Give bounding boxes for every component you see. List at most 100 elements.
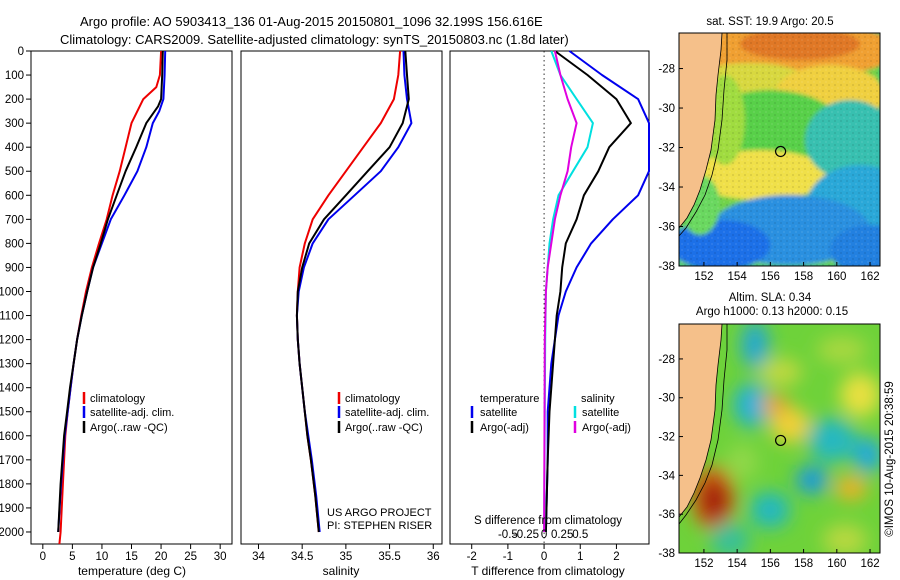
lat-tick-label: -32 <box>658 143 675 155</box>
sst-map-axes: 152 154 156 158 160 162 -28 -30 -32 -34 -36 -38 <box>658 64 879 283</box>
depth-tick-label: 1800 <box>0 479 24 491</box>
sla-land <box>679 324 723 518</box>
x-tick-label: 5 <box>69 551 75 563</box>
depth-tick-label: 1200 <box>0 335 24 347</box>
legend-label-argo: Argo(..raw -QC) <box>345 422 423 434</box>
sla-map-title: Altim. SLA: 0.34 <box>729 292 812 304</box>
sla-map: Altim. SLA: 0.34 Argo h1000: 0.13 h2000:… <box>658 292 881 570</box>
lat-tick-label: -34 <box>658 182 675 194</box>
lon-tick-label: 152 <box>694 271 713 283</box>
lon-tick-label: 158 <box>794 271 813 283</box>
temperature-xlabel: temperature (deg C) <box>78 564 186 578</box>
series-line-3 <box>543 50 578 533</box>
lon-tick-label: 162 <box>860 558 879 570</box>
x-tick-label: -2 <box>467 551 477 563</box>
s-tick-label: 0.25 <box>551 529 573 541</box>
sst-depth-contour <box>679 33 728 237</box>
s-tick-label: -0.5 <box>498 529 518 541</box>
lon-tick-label: 154 <box>728 271 748 283</box>
lat-tick-label: -28 <box>658 354 675 366</box>
argo-float-marker <box>774 145 787 158</box>
salinity-series <box>295 50 413 533</box>
lon-tick-label: 156 <box>761 558 780 570</box>
salinity-legend: climatology satellite-adj. clim. Argo(..… <box>337 392 429 434</box>
x-tick-label: 20 <box>155 551 168 563</box>
depth-tick-label: 600 <box>5 190 24 202</box>
depth-tick-label: 1100 <box>0 311 24 323</box>
depth-tick-label: 400 <box>5 142 24 154</box>
legend-label-s-satellite: satellite <box>582 407 619 419</box>
lon-tick-label: 160 <box>827 558 846 570</box>
sst-land <box>679 33 723 229</box>
temperature-series <box>57 50 167 545</box>
x-tick-label: 35.5 <box>378 551 400 563</box>
x-tick-label: 10 <box>96 551 109 563</box>
depth-tick-label: 1400 <box>0 383 24 395</box>
lon-tick-label: 154 <box>728 558 748 570</box>
sst-field <box>679 33 880 266</box>
x-tick-label: -1 <box>503 551 513 563</box>
depth-tick-label: 700 <box>5 214 24 226</box>
depth-tick-label: 0 <box>18 46 24 58</box>
x-tick-label: 0 <box>40 551 46 563</box>
s-difference-label: S difference from climatology <box>474 515 622 527</box>
depth-tick-label: 1700 <box>0 455 24 467</box>
legend-header-temperature: temperature <box>480 393 539 405</box>
x-tick-label: 34 <box>252 551 265 563</box>
depth-tick-label: 900 <box>5 262 24 274</box>
x-tick-label: 0 <box>541 551 547 563</box>
legend-label-satellite: satellite-adj. clim. <box>90 407 174 419</box>
lon-tick-label: 162 <box>860 271 879 283</box>
lon-tick-label: 160 <box>827 271 846 283</box>
salinity-axes-frame <box>240 50 443 545</box>
difference-legend: temperature satellite Argo(-adj) salinit… <box>470 393 631 434</box>
sla-field <box>679 324 880 553</box>
sst-map: sat. SST: 19.9 Argo: 20.5 <box>658 16 881 283</box>
lat-tick-label: -38 <box>658 261 675 273</box>
lat-tick-label: -38 <box>658 548 675 560</box>
legend-label-t-argo: Argo(-adj) <box>480 422 529 434</box>
lon-tick-label: 152 <box>694 558 713 570</box>
depth-axis: 0 100 200 300 400 500 600 700 800 900 1000 1100 1200… <box>0 46 31 539</box>
x-tick-label: 35 <box>339 551 352 563</box>
lat-tick-label: -28 <box>658 64 675 76</box>
s-tick-label: -0.25 <box>513 529 539 541</box>
sla-map-subtitle: Argo h1000: 0.13 h2000: 0.15 <box>696 306 848 318</box>
legend-label-s-argo: Argo(-adj) <box>582 422 631 434</box>
s-tick-label: 0 <box>541 529 547 541</box>
depth-tick-label: 1500 <box>0 407 24 419</box>
difference-series <box>543 50 650 533</box>
lat-tick-label: -30 <box>658 393 675 405</box>
temperature-legend: climatology satellite-adj. clim. Argo(..… <box>82 392 174 434</box>
depth-tick-label: 1900 <box>0 503 24 515</box>
s-difference-ticks: -0.5-0.25 0 0.250.5 <box>498 529 588 541</box>
credit-project: US ARGO PROJECT <box>327 507 432 519</box>
lat-tick-label: -32 <box>658 432 675 444</box>
argo-float-marker <box>774 434 787 447</box>
difference-x-axis: -2 -1 0 1 2 <box>467 544 620 563</box>
salinity-panel: 34 34.5 35 35.5 36 climatology satellite-adj… <box>240 50 443 578</box>
series-line-1 <box>544 50 632 533</box>
difference-axes-frame <box>449 50 650 545</box>
depth-tick-label: 1300 <box>0 359 24 371</box>
temperature-panel: 0100200300400500600700800900100011001200… <box>0 46 233 578</box>
depth-tick-label: 2000 <box>0 527 24 539</box>
legend-header-salinity: salinity <box>581 393 615 405</box>
difference-panel: -2 -1 0 1 2 temperature satellite Argo(-adj)… <box>449 50 650 578</box>
sla-depth-contour <box>679 324 728 525</box>
depth-tick-label: 300 <box>5 118 24 130</box>
lat-tick-label: -34 <box>658 470 675 482</box>
depth-tick-label: 100 <box>5 70 24 82</box>
lon-tick-label: 156 <box>761 271 780 283</box>
series-line-2 <box>57 50 164 533</box>
header-line-2: Climatology: CARS2009. Satellite-adjuste… <box>60 32 569 47</box>
legend-label-t-satellite: satellite <box>480 407 517 419</box>
s-tick-label: 0.5 <box>572 529 588 541</box>
depth-tick-label: 1000 <box>0 286 24 298</box>
x-tick-label: 30 <box>214 551 227 563</box>
x-tick-label: 36 <box>427 551 440 563</box>
x-tick-label: 2 <box>613 551 619 563</box>
depth-tick-label: 800 <box>5 238 24 250</box>
temperature-x-axis: 0 5 10 15 20 25 30 <box>40 544 227 563</box>
